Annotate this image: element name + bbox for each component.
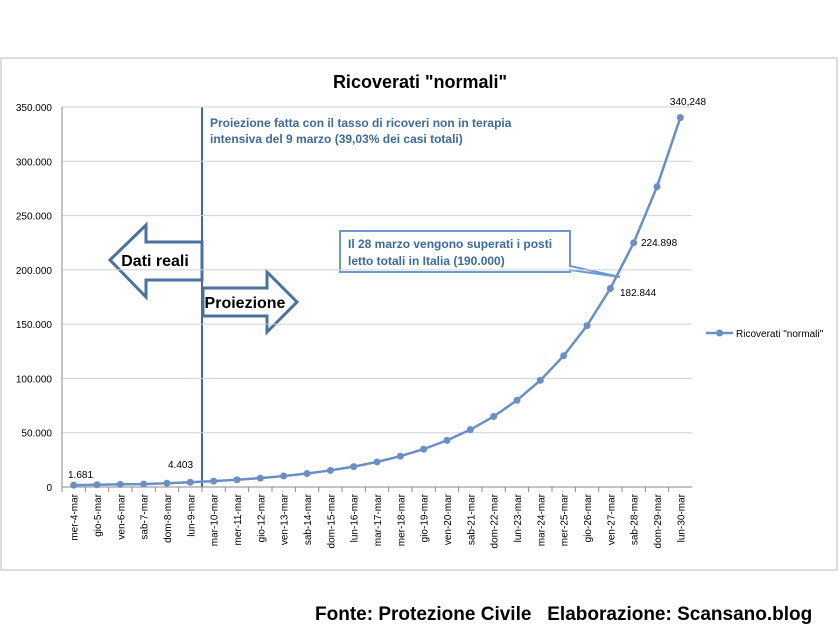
legend-marker — [716, 329, 723, 337]
data-point — [630, 239, 638, 247]
data-point — [163, 479, 171, 487]
x-tick-label: mar-10-mar — [210, 493, 221, 546]
data-point — [303, 470, 311, 478]
data-point — [350, 463, 358, 471]
data-point — [210, 477, 218, 485]
footer: Fonte: Protezione Civile Elaborazione: S… — [315, 604, 812, 625]
y-tick-label: 100.000 — [16, 374, 53, 385]
data-point — [653, 183, 661, 191]
annotation: letto totali in Italia (190.000) — [348, 254, 505, 268]
x-tick-label: ven-6-mar — [116, 493, 127, 539]
data-point — [280, 472, 288, 480]
data-point — [256, 474, 264, 482]
data-point — [326, 466, 334, 474]
y-tick-label: 200.000 — [16, 266, 53, 277]
x-tick-label: gio-26-mar — [583, 493, 594, 542]
y-tick-label: 250.000 — [16, 212, 53, 223]
chart-title: Ricoverati "normali" — [333, 72, 507, 92]
x-tick-label: gio-12-mar — [256, 493, 267, 542]
x-tick-label: ven-13-mar — [280, 493, 291, 545]
x-tick-label: dom-22-mar — [490, 493, 501, 548]
data-point — [116, 480, 124, 488]
right-arrow — [201, 268, 300, 336]
data-label: 1.681 — [68, 470, 93, 481]
x-tick-label: mar-24-mar — [536, 493, 547, 546]
x-tick-label: gio-5-mar — [93, 493, 104, 536]
x-tick-label: lun-9-mar — [186, 493, 197, 536]
x-tick-label: dom-29-mar — [653, 493, 664, 548]
data-point — [233, 476, 241, 484]
legend-label: Ricoverati "normali" — [736, 329, 824, 340]
x-tick-label: lun-30-mar — [676, 493, 687, 542]
data-point — [676, 114, 684, 122]
y-tick-label: 0 — [46, 483, 52, 494]
arrow-label: Proiezione — [205, 295, 286, 312]
data-point — [513, 396, 521, 404]
data-point — [373, 458, 381, 466]
data-point — [536, 376, 544, 384]
data-point — [420, 445, 428, 453]
x-tick-label: dom-8-mar — [163, 493, 174, 543]
x-tick-label: sab-28-mar — [630, 493, 641, 545]
x-tick-label: dom-15-mar — [326, 493, 337, 548]
y-tick-label: 150.000 — [16, 320, 53, 331]
x-tick-label: mar-17-mar — [373, 493, 384, 546]
data-point — [396, 452, 404, 460]
annotation: Proiezione fatta con il tasso di ricover… — [210, 116, 512, 130]
data-point — [93, 481, 101, 489]
x-tick-label: ven-20-mar — [443, 493, 454, 545]
data-point — [466, 426, 474, 434]
annotation: intensiva del 9 marzo (39,03% dei casi t… — [210, 132, 463, 146]
x-tick-label: lun-23-mar — [513, 493, 524, 542]
x-tick-label: sab-7-mar — [140, 493, 151, 539]
data-point — [560, 352, 568, 360]
data-point — [583, 322, 591, 330]
x-tick-label: sab-14-mar — [303, 493, 314, 545]
x-tick-label: ven-27-mar — [606, 493, 617, 545]
data-point — [70, 481, 78, 489]
y-tick-label: 50.000 — [21, 429, 52, 440]
y-tick-label: 350.000 — [16, 103, 53, 114]
data-label: 182.844 — [620, 288, 657, 299]
data-point — [606, 284, 614, 292]
data-point — [490, 412, 498, 420]
x-tick-label: lun-16-mar — [350, 493, 361, 542]
data-point — [140, 480, 148, 488]
annotation: Il 28 marzo vengono superati i posti — [348, 237, 552, 251]
data-label: 340,248 — [670, 97, 707, 108]
x-tick-label: gio-19-mar — [420, 493, 431, 542]
data-label: 224.898 — [641, 238, 678, 249]
data-label: 4.403 — [168, 460, 193, 471]
x-tick-label: mer-11-mar — [233, 493, 244, 545]
data-point — [443, 436, 451, 444]
y-tick-label: 300.000 — [16, 157, 53, 168]
data-point — [186, 478, 194, 486]
x-tick-label: mer-18-mar — [396, 493, 407, 546]
callout-box — [339, 230, 621, 278]
x-tick-label: mer-4-mar — [70, 493, 81, 540]
x-tick-label: sab-21-mar — [466, 493, 477, 545]
left-arrow — [107, 221, 204, 301]
arrow-label: Dati reali — [121, 253, 189, 270]
x-tick-label: mer-25-mar — [560, 493, 571, 546]
